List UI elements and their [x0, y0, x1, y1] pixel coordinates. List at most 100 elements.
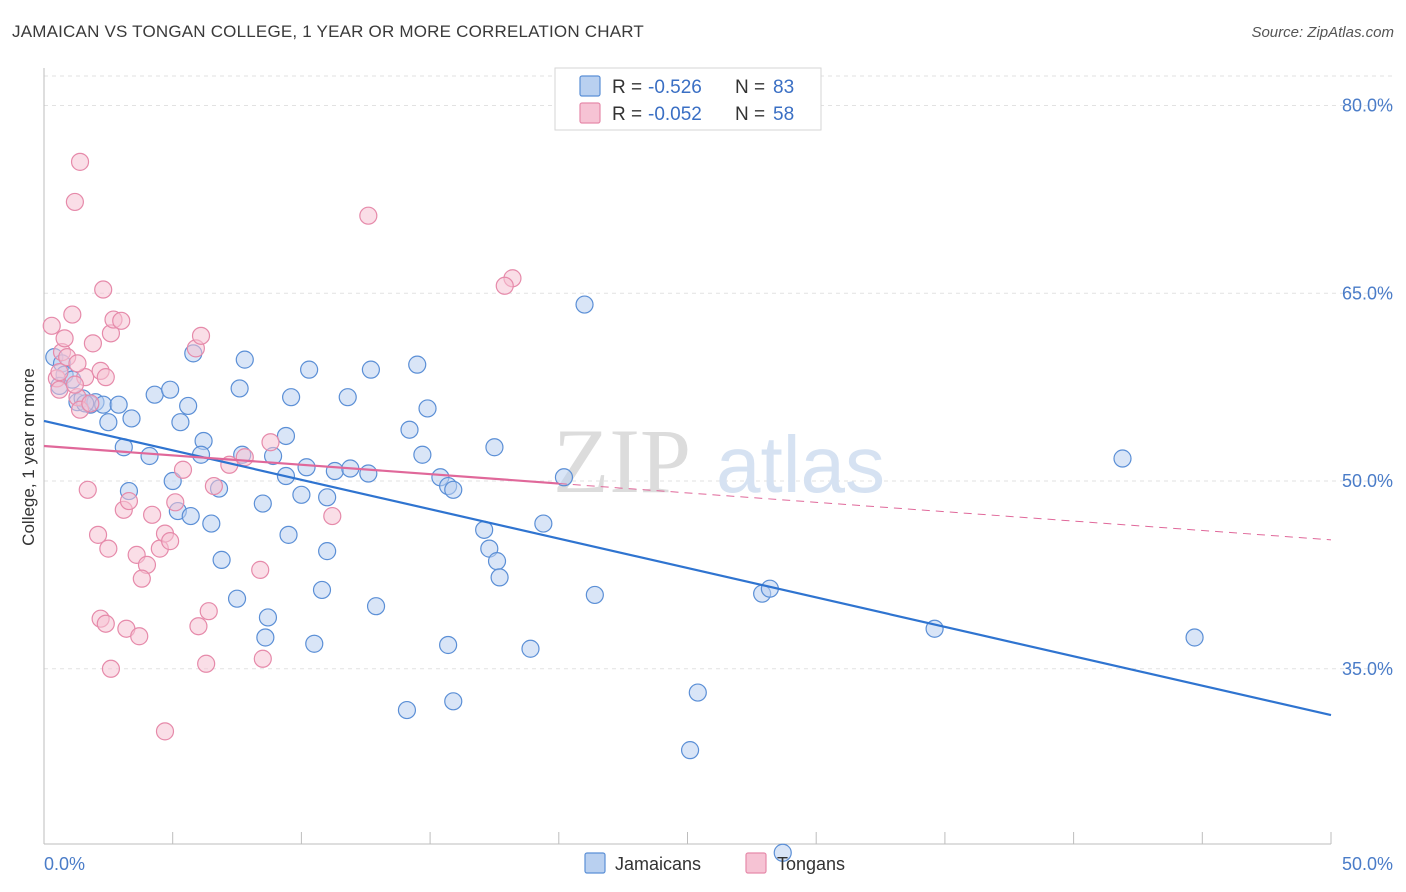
- tongans-points: [42, 152, 522, 741]
- jamaicans-point-14: [140, 446, 159, 466]
- jamaicans-point-10: [109, 395, 128, 414]
- y-tick-labels: 35.0% 50.0% 65.0% 80.0%: [1342, 96, 1393, 679]
- y-tick-label-3: 80.0%: [1342, 96, 1393, 116]
- jamaicans-point-35: [485, 438, 504, 457]
- tongans-point-46: [189, 617, 208, 636]
- jamaicans-point-57: [312, 580, 332, 600]
- legend-n-value-2: 58: [773, 104, 794, 125]
- jamaicans-point-50: [279, 525, 298, 544]
- legend-n-label-1: N =: [735, 77, 765, 98]
- tongans-point-45: [130, 627, 149, 646]
- tongans-point-39: [235, 448, 254, 467]
- tongans-point-17: [68, 354, 87, 373]
- tongans-point-33: [166, 493, 185, 512]
- jamaicans-point-16: [161, 380, 180, 399]
- bottom-legend-jamaicans: Jamaicans: [615, 854, 701, 874]
- jamaicans-point-65: [534, 514, 553, 533]
- tongans-point-2: [50, 380, 69, 399]
- tongans-point-18: [65, 375, 84, 394]
- jamaicans-point-12: [122, 409, 141, 428]
- tongans-point-21: [78, 480, 97, 499]
- jamaicans-point-45: [163, 471, 182, 491]
- jamaicans-trend-line: [43, 419, 1332, 717]
- tongans-point-54: [359, 206, 378, 225]
- jamaicans-point-29: [338, 388, 357, 407]
- tongans-point-41: [261, 433, 280, 452]
- jamaicans-point-40: [318, 488, 337, 507]
- tongans-point-22: [88, 525, 108, 544]
- tongans-point-53: [65, 192, 84, 212]
- tongans-point-16: [96, 368, 115, 387]
- series-legend: Jamaicans Tongans: [584, 852, 845, 874]
- tongans-point-34: [173, 460, 193, 479]
- jamaicans-point-76: [1185, 628, 1204, 647]
- tongans-point-50: [253, 649, 272, 668]
- jamaicans-point-33: [400, 420, 419, 439]
- jamaicans-point-64: [487, 552, 507, 571]
- jamaicans-point-34: [413, 445, 432, 464]
- watermark-zip: ZIP: [553, 410, 691, 512]
- tongans-point-5: [55, 329, 74, 348]
- trend-lines: [43, 419, 1332, 717]
- tongans-point-51: [155, 722, 175, 741]
- jamaicans-point-52: [212, 550, 231, 569]
- tongans-point-40: [251, 560, 270, 579]
- legend-swatch-jamaicans: [579, 75, 601, 97]
- source-credit: Source: ZipAtlas.com: [1251, 24, 1394, 41]
- tongans-point-52: [70, 152, 90, 171]
- legend-n-label-2: N =: [735, 104, 765, 125]
- jamaicans-point-66: [554, 468, 574, 487]
- bottom-legend-swatch-tongans: [745, 852, 767, 874]
- tongans-point-48: [101, 659, 121, 678]
- jamaicans-point-70: [490, 568, 509, 587]
- jamaicans-point-43: [253, 494, 272, 513]
- tongans-point-36: [191, 326, 211, 345]
- jamaicans-points: [45, 295, 1204, 862]
- tongans-trend-extension: [558, 483, 1332, 541]
- jamaicans-point-28: [300, 360, 319, 379]
- jamaicans-point-18: [179, 396, 198, 416]
- legend-r-value-2: -0.052: [648, 104, 702, 125]
- bottom-legend-tongans: Tongans: [777, 854, 845, 874]
- jamaicans-point-15: [145, 385, 164, 404]
- y-axis-label: College, 1 year or more: [19, 368, 38, 546]
- tongans-point-25: [119, 491, 139, 511]
- jamaicans-point-49: [202, 514, 221, 533]
- tongans-point-19: [50, 363, 69, 382]
- tongans-point-13: [94, 280, 113, 299]
- bottom-legend-swatch-jamaicans: [584, 852, 606, 874]
- jamaicans-point-41: [292, 485, 311, 504]
- tongans-point-56: [495, 276, 514, 295]
- legend-swatch-tongans: [579, 102, 601, 124]
- jamaicans-point-39: [359, 464, 378, 483]
- jamaicans-point-37: [325, 461, 344, 481]
- x-tick-labels: 0.0% 50.0%: [44, 854, 1393, 874]
- jamaicans-point-58: [366, 597, 386, 616]
- x-tick-label-1: 50.0%: [1342, 854, 1393, 874]
- jamaicans-point-80: [680, 741, 700, 760]
- tongans-point-49: [197, 654, 216, 673]
- tongans-point-47: [199, 602, 218, 621]
- jamaicans-point-27: [282, 388, 301, 407]
- watermark-atlas: atlas: [716, 420, 885, 509]
- jamaicans-point-11: [99, 413, 118, 432]
- jamaicans-point-69: [521, 639, 540, 658]
- tongans-point-37: [204, 476, 223, 496]
- jamaicans-point-31: [408, 355, 427, 374]
- legend-r-label-1: R =: [612, 77, 642, 98]
- jamaicans-point-36: [297, 458, 316, 477]
- y-tick-label-2: 65.0%: [1342, 283, 1393, 303]
- jamaicans-point-54: [258, 608, 278, 627]
- stats-legend: R = -0.526 N = 83 R = -0.052 N = 58: [554, 67, 822, 131]
- jamaicans-point-55: [256, 628, 275, 647]
- tongans-point-28: [132, 569, 151, 588]
- y-tick-label-1: 50.0%: [1342, 471, 1393, 491]
- jamaicans-point-67: [575, 295, 594, 314]
- jamaicans-point-61: [444, 480, 463, 499]
- tongans-point-0: [42, 316, 61, 335]
- tongans-point-43: [96, 614, 115, 633]
- jamaicans-point-81: [773, 843, 792, 862]
- legend-r-value-1: -0.526: [648, 77, 702, 98]
- chart-title: JAMAICAN VS TONGAN COLLEGE, 1 YEAR OR MO…: [12, 22, 645, 41]
- jamaicans-point-30: [361, 360, 380, 379]
